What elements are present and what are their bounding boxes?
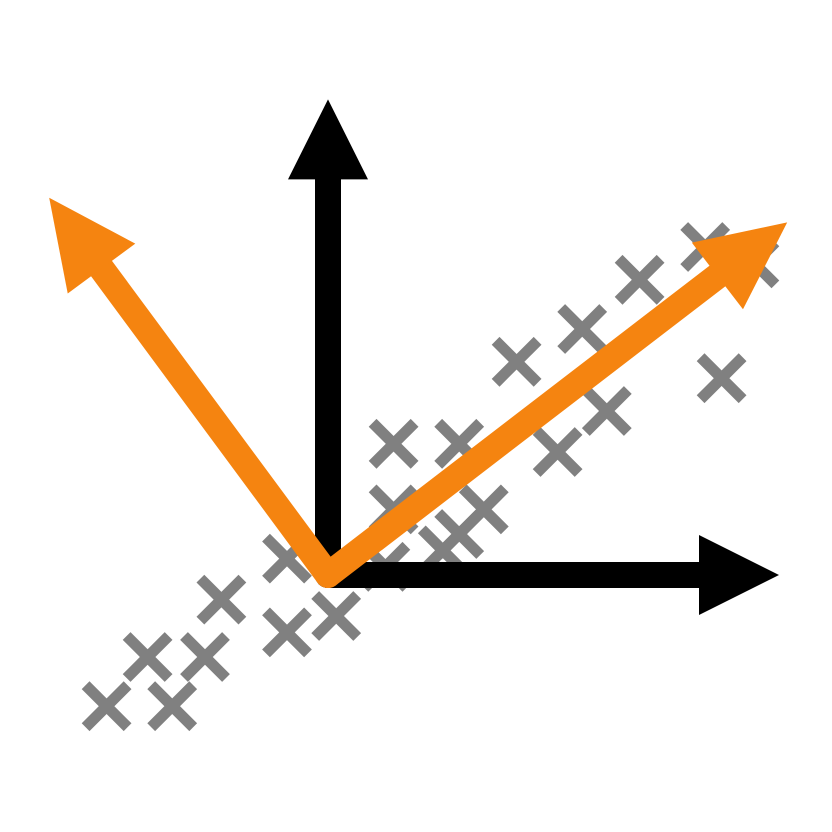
data-point [581, 386, 632, 436]
data-point [368, 418, 419, 469]
data-point [491, 336, 542, 387]
x-axis-arrow [315, 535, 779, 615]
first-principal-component-arrow [315, 222, 788, 588]
data-point [147, 681, 198, 732]
data-point [458, 484, 509, 535]
first-principal-component-arrow-shaft [315, 261, 732, 588]
data-point [81, 681, 132, 732]
data-point [180, 632, 230, 682]
y-axis-arrow-head [288, 99, 368, 180]
data-point [696, 353, 747, 404]
data-point [262, 607, 312, 658]
data-point [196, 574, 247, 625]
second-principal-component-arrow-head [49, 197, 136, 294]
first-principal-component-arrow-head [691, 222, 788, 310]
data-point [122, 632, 173, 682]
data-point [311, 591, 362, 641]
second-principal-component-arrow [49, 197, 341, 588]
x-axis-arrow-head [699, 535, 779, 615]
data-point [532, 427, 583, 477]
data-point [557, 304, 608, 354]
y-axis-arrow [288, 99, 368, 588]
coordinate-axes [288, 99, 779, 615]
principal-components [49, 197, 788, 588]
data-point [614, 254, 665, 305]
second-principal-component-arrow-shaft [87, 253, 341, 588]
